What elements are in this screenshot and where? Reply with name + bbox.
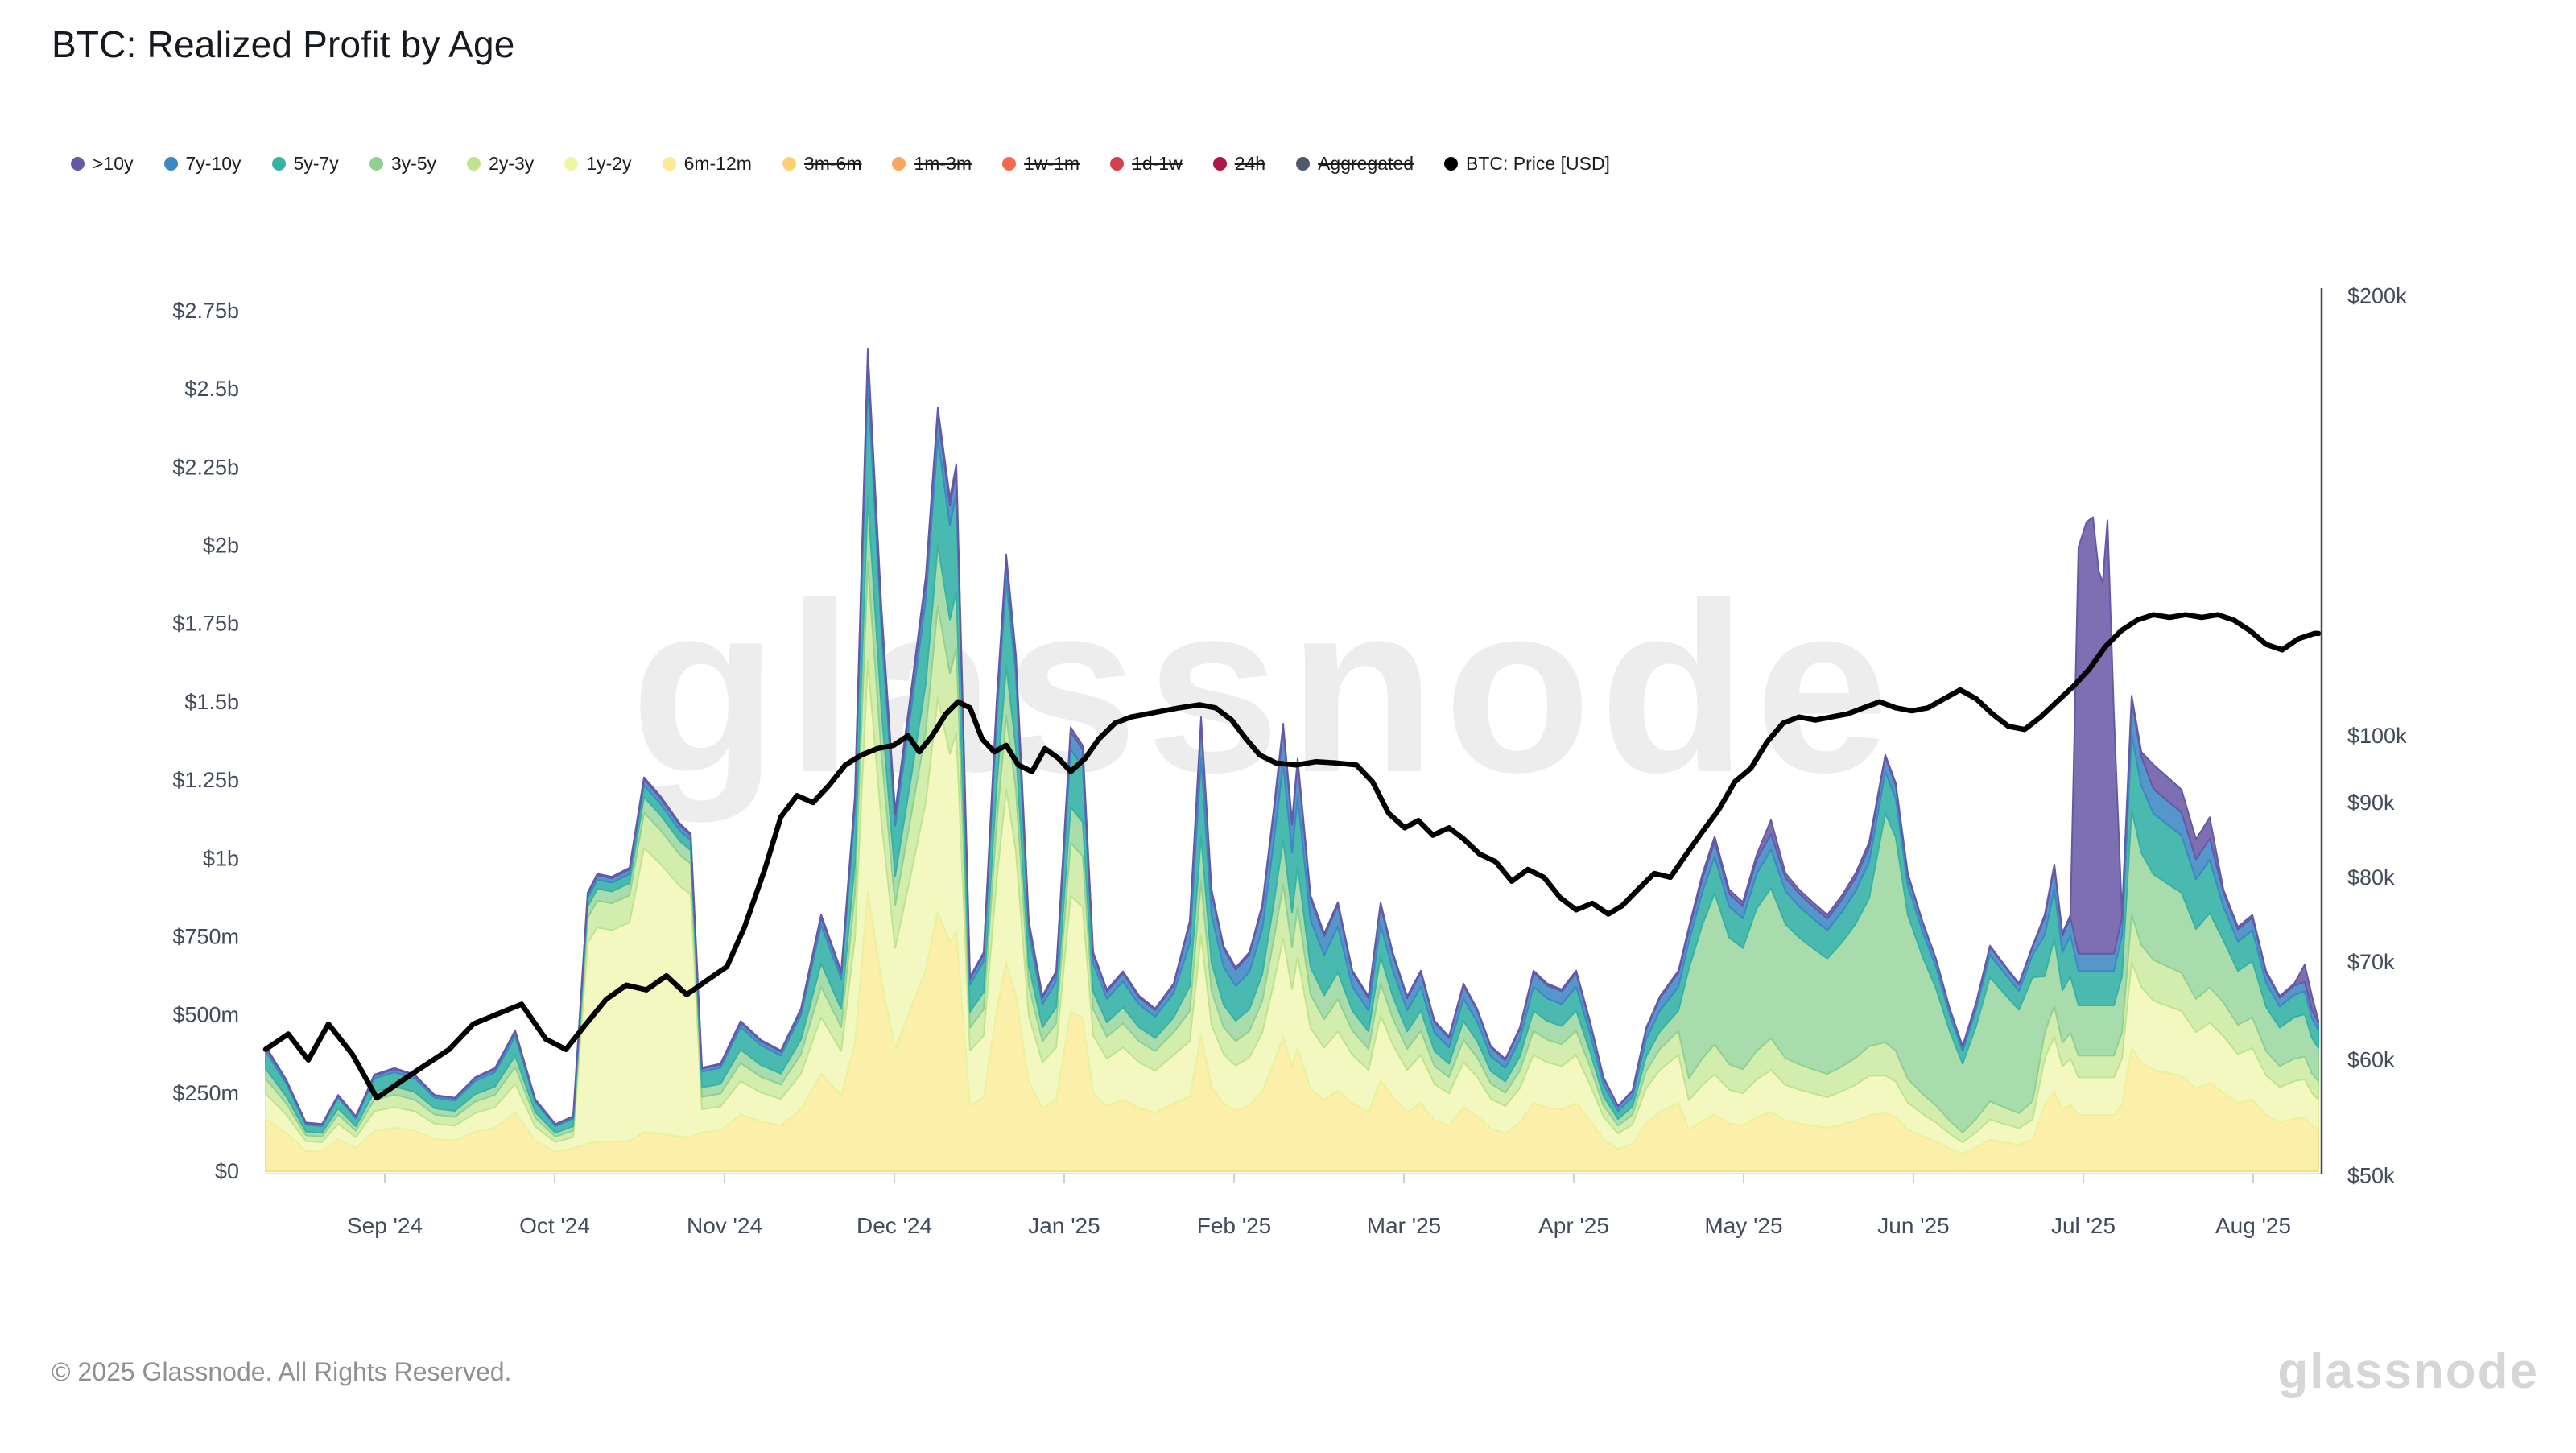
- legend-item-label: 1w-1m: [1024, 153, 1080, 174]
- right-axis-tick-label: $50k: [2347, 1163, 2395, 1187]
- legend-dot-icon: [1296, 157, 1311, 171]
- legend-item-5y-7y[interactable]: 5y-7y: [271, 153, 339, 175]
- watermark-text: glassnode: [630, 552, 1897, 824]
- x-axis-label: Jan '25: [1028, 1213, 1100, 1238]
- footer-copyright: © 2025 Glassnode. All Rights Reserved.: [52, 1357, 512, 1386]
- right-axis-tick-label: $60k: [2347, 1048, 2395, 1072]
- legend-item-1y-2y[interactable]: 1y-2y: [564, 153, 632, 175]
- legend-dot-icon: [467, 157, 481, 171]
- glassnode-logo: glassnode: [2277, 1344, 2539, 1399]
- x-axis-label: Sep '24: [347, 1213, 423, 1238]
- legend-item-btc-price-usd-[interactable]: BTC: Price [USD]: [1444, 153, 1610, 175]
- x-axis-label: Jun '25: [1877, 1213, 1949, 1238]
- legend-item-label: 1d-1w: [1132, 153, 1183, 174]
- x-axis-label: May '25: [1704, 1213, 1782, 1238]
- left-axis-tick-label: $2b: [203, 534, 239, 558]
- legend-dot-icon: [163, 157, 178, 171]
- legend-dot-icon: [1110, 157, 1125, 171]
- legend-item-aggregated[interactable]: Aggregated: [1296, 153, 1414, 175]
- legend-item-label: BTC: Price [USD]: [1466, 153, 1610, 174]
- legend-item-label: 24h: [1234, 153, 1266, 174]
- left-axis-tick-label: $1.25b: [172, 768, 239, 792]
- x-axis-label: Mar '25: [1367, 1213, 1442, 1238]
- legend-item-label: 1y-2y: [586, 153, 632, 174]
- left-axis-tick-label: $250m: [172, 1081, 239, 1105]
- legend-item-24h[interactable]: 24h: [1212, 153, 1266, 175]
- x-axis-label: Feb '25: [1197, 1213, 1272, 1238]
- legend-item-1w-1m[interactable]: 1w-1m: [1002, 153, 1080, 175]
- x-axis-label: Aug '25: [2215, 1213, 2291, 1238]
- legend: >10y 7y-10y 5y-7y 3y-5y 2y-3y 1y-2y 6m-12m 3m-6…: [71, 153, 1610, 175]
- legend-dot-icon: [271, 157, 286, 171]
- x-axis-label: Oct '24: [519, 1213, 590, 1238]
- left-axis-tick-label: $1.5b: [184, 690, 239, 714]
- legend-item-3y-5y[interactable]: 3y-5y: [369, 153, 436, 175]
- legend-item-label: Aggregated: [1318, 153, 1414, 174]
- x-axis-label: Apr '25: [1538, 1213, 1609, 1238]
- x-axis-label: Nov '24: [687, 1213, 762, 1238]
- legend-item-label: 3y-5y: [390, 153, 437, 174]
- x-axis-label: Jul '25: [2051, 1213, 2116, 1238]
- legend-item-2y-3y[interactable]: 2y-3y: [467, 153, 534, 175]
- left-axis-tick-label: $2.75b: [172, 299, 239, 323]
- legend-dot-icon: [71, 157, 85, 171]
- page-title: BTC: Realized Profit by Age: [52, 23, 515, 65]
- right-axis-tick-label: $100k: [2347, 724, 2407, 748]
- legend-item-label: 2y-3y: [489, 153, 535, 174]
- legend-dot-icon: [564, 157, 579, 171]
- legend-dot-icon: [782, 157, 796, 171]
- legend-dot-icon: [892, 157, 906, 171]
- legend-item-1d-1w[interactable]: 1d-1w: [1110, 153, 1183, 175]
- legend-item-label: 1m-3m: [914, 153, 972, 174]
- legend-item-7y-10y[interactable]: 7y-10y: [163, 153, 242, 175]
- right-axis-tick-label: $90k: [2347, 790, 2395, 815]
- legend-item-6m-12m[interactable]: 6m-12m: [662, 153, 752, 175]
- legend-item-label: 7y-10y: [185, 153, 242, 174]
- left-axis-tick-label: $750m: [172, 924, 239, 948]
- legend-dot-icon: [1002, 157, 1017, 171]
- legend-dot-icon: [1212, 157, 1227, 171]
- x-axis-label: Dec '24: [857, 1213, 932, 1238]
- legend-item-label: 6m-12m: [683, 153, 752, 174]
- left-axis-tick-label: $0: [215, 1159, 239, 1183]
- legend-dot-icon: [369, 157, 383, 171]
- right-axis-tick-label: $80k: [2347, 865, 2395, 890]
- legend-item-label: 5y-7y: [293, 153, 339, 174]
- btc-price-line[interactable]: [262, 612, 2322, 1101]
- left-axis-tick-label: $1b: [203, 846, 239, 870]
- right-axis-tick-label: $70k: [2347, 950, 2395, 974]
- right-axis-tick-label: $200k: [2347, 284, 2407, 308]
- legend-item-label: 3m-6m: [803, 153, 862, 174]
- legend-item-label: >10y: [93, 153, 134, 174]
- legend-item-3m-6m[interactable]: 3m-6m: [782, 153, 862, 175]
- left-axis-tick-label: $2.5b: [184, 377, 239, 401]
- legend-dot-icon: [662, 157, 676, 171]
- left-axis-tick-label: $2.25b: [172, 455, 239, 479]
- legend-item--10y[interactable]: >10y: [71, 153, 134, 175]
- left-axis-tick-label: $500m: [172, 1003, 239, 1027]
- legend-dot-icon: [1444, 157, 1459, 171]
- legend-item-1m-3m[interactable]: 1m-3m: [892, 153, 972, 175]
- area-band--10y[interactable]: [265, 348, 2319, 1126]
- left-axis-tick-label: $1.75b: [172, 612, 239, 636]
